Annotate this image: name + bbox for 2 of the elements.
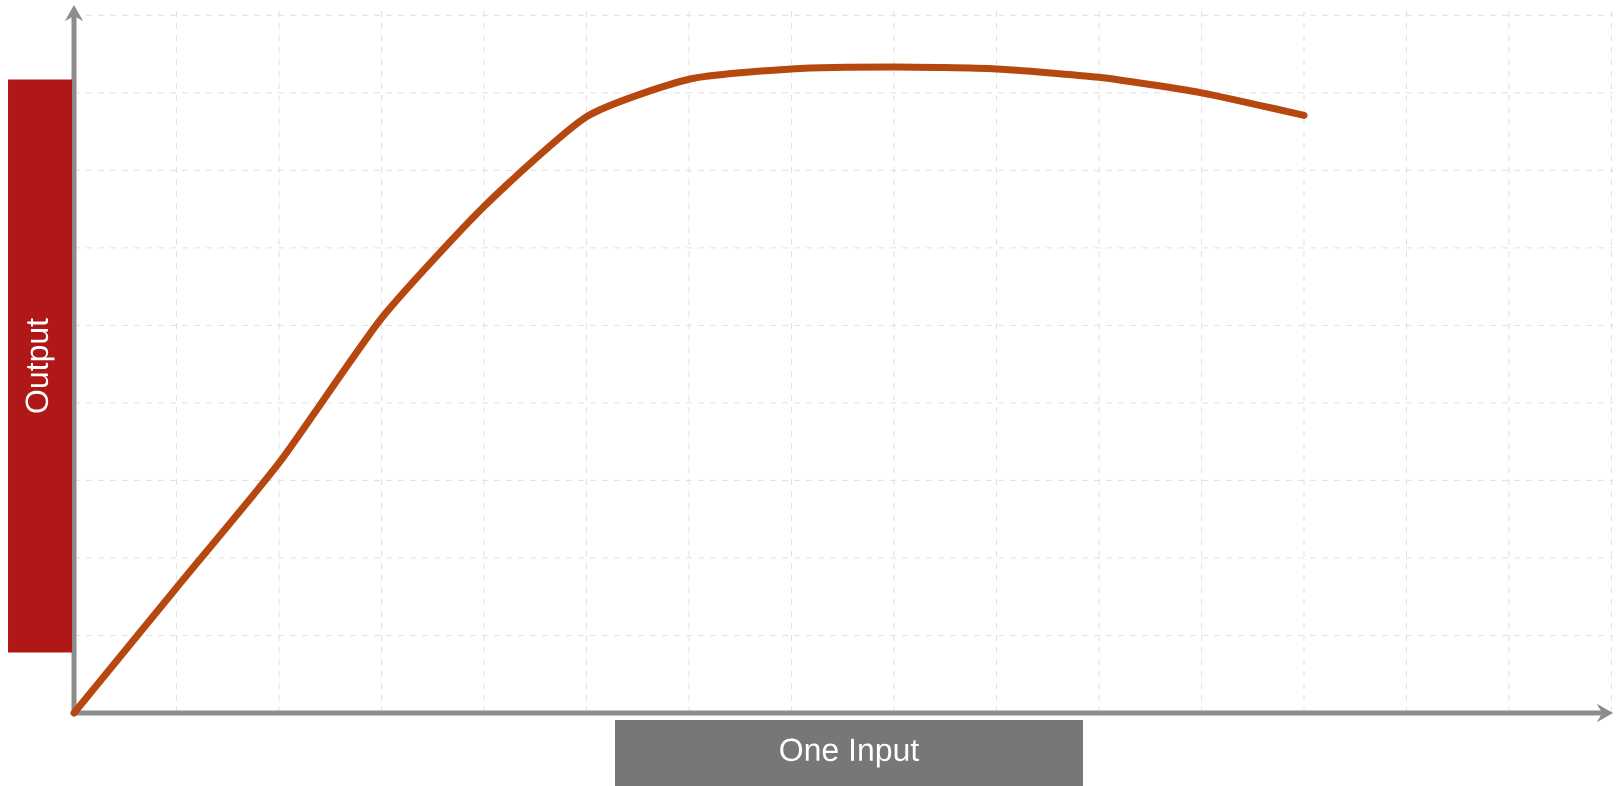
y-axis-title: Output [25,318,55,413]
x-axis-title: One Input [780,738,920,768]
